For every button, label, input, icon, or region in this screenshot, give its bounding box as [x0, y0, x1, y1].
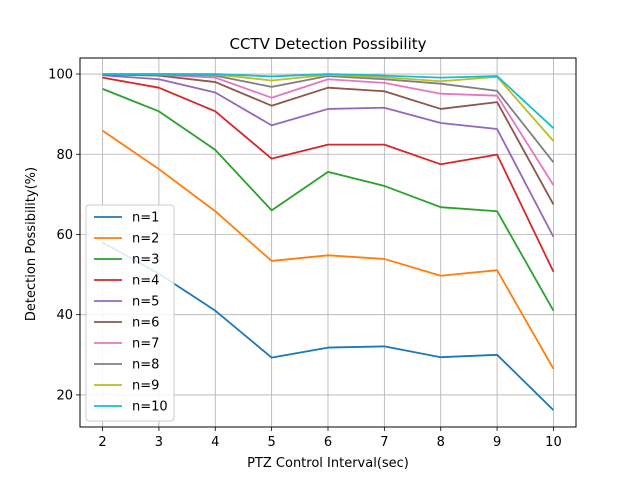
x-tick-label: 8	[437, 435, 445, 450]
series-line-4	[102, 76, 555, 273]
series-lines	[102, 73, 555, 411]
x-tick-label: 7	[380, 435, 388, 450]
x-tick-label: 5	[267, 435, 275, 450]
series-line-2	[102, 129, 555, 370]
legend-label-9: n=9	[132, 379, 159, 394]
y-tick-label: 80	[56, 148, 73, 163]
y-axis-label: Detection Possibility(%)	[24, 167, 39, 321]
x-tick-label: 4	[211, 435, 219, 450]
series-line-10	[102, 73, 555, 129]
x-tick-label: 6	[324, 435, 332, 450]
x-tick-label: 3	[155, 435, 163, 450]
series-line-3	[102, 88, 555, 312]
x-axis-label: PTZ Control Interval(sec)	[247, 456, 409, 471]
y-tick-label: 40	[56, 308, 73, 323]
x-tick-label: 9	[493, 435, 501, 450]
legend-label-8: n=8	[132, 358, 159, 373]
legend: n=1 n=2 n=3 n=4 n=5 n=6 n=7 n=8 n=9 n=10	[85, 204, 175, 422]
legend-label-5: n=5	[132, 295, 159, 310]
series-line-5	[102, 74, 555, 238]
y-tick-label: 20	[56, 388, 73, 403]
legend-label-10: n=10	[132, 400, 168, 415]
x-tick-label: 10	[545, 435, 562, 450]
series-line-1	[102, 241, 555, 411]
series-line-6	[102, 73, 555, 205]
y-axis: 20 40 60 80 100	[48, 68, 80, 403]
y-tick-label: 100	[48, 68, 73, 83]
legend-label-4: n=4	[132, 274, 159, 289]
legend-label-6: n=6	[132, 316, 159, 331]
chart-title: CCTV Detection Possibility	[229, 35, 426, 53]
legend-label-7: n=7	[132, 337, 159, 352]
x-axis: 2 3 4 5 6 7 8 9 10	[98, 427, 562, 450]
legend-label-3: n=3	[132, 253, 159, 268]
y-tick-label: 60	[56, 228, 73, 243]
legend-label-2: n=2	[132, 232, 159, 247]
series-line-7	[102, 73, 555, 186]
x-tick-label: 2	[98, 435, 106, 450]
legend-label-1: n=1	[132, 211, 159, 226]
